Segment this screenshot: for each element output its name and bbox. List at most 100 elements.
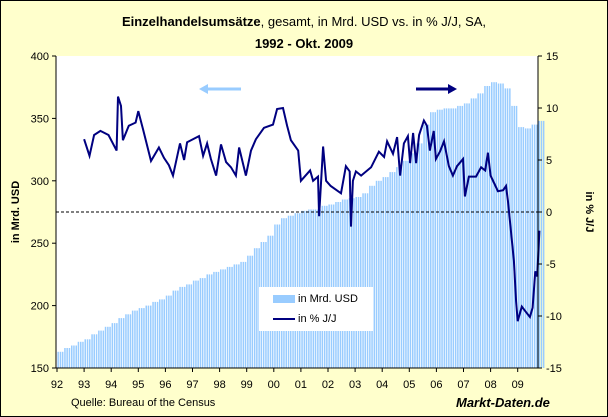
bar [337,202,339,368]
bar [418,143,421,368]
bar [201,278,204,368]
bar [240,261,242,368]
bar [540,120,543,369]
right-tick-label: -5 [546,259,556,271]
x-tick-label: 98 [213,379,225,391]
bar [89,339,91,368]
x-tick-label: 93 [78,379,90,391]
right-axis-title: in % J/J [583,192,595,233]
bar [134,310,136,368]
bar [542,120,545,369]
bar [328,204,330,368]
bar [104,326,107,368]
x-tick-label: 09 [512,379,524,391]
bar [436,109,439,368]
bar [360,197,362,368]
bar [120,318,123,368]
right-tick-label: 0 [546,207,552,219]
x-tick-label: 99 [241,379,253,391]
right-tick-label: -10 [546,311,562,323]
bar [98,330,100,368]
bar [226,266,229,368]
bar [249,255,251,368]
bar [64,348,66,368]
bar [186,284,188,368]
bar [217,271,220,368]
bar [450,108,452,369]
bar [116,323,118,368]
bar [427,124,430,368]
bar [500,83,502,368]
bar [82,341,84,368]
bar [484,86,486,368]
bar [387,177,389,368]
bar [351,198,353,368]
bar [136,310,138,368]
bar [93,334,95,368]
title-bold: Einzelhandelsumsätze [121,14,261,29]
x-tick-label: 03 [349,379,361,391]
bar [73,345,75,368]
bar [470,98,473,369]
bar [416,143,418,368]
bar [244,261,247,368]
bar [75,345,77,368]
right-tick-label: 5 [546,155,552,167]
bar [366,193,369,368]
bar [253,248,256,368]
x-tick-label: 06 [430,379,442,391]
bar [457,105,459,369]
left-tick-label: 350 [31,113,49,125]
brand-logo: Markt-Daten.de [456,395,550,410]
title-rest: , gesamt, in Mrd. USD vs. in % J/J, SA, [260,14,487,29]
bar [491,82,493,368]
bar [353,198,355,368]
legend: in Mrd. USD in % J/J [259,287,373,331]
bar [434,112,436,368]
bar [141,308,143,368]
bar [150,305,152,368]
bar [382,177,385,368]
bar [486,86,488,368]
x-tick-label: 97 [186,379,198,391]
bar [475,98,477,369]
bar [409,153,412,368]
bar [463,103,466,369]
x-tick-label: 05 [403,379,415,391]
bar [495,82,497,368]
bar [355,197,357,368]
bar [357,197,360,368]
bar [364,193,366,368]
title-line2: 1992 - Okt. 2009 [254,36,354,51]
bar [231,266,233,368]
bar [430,112,432,368]
bar [100,330,102,368]
bar [66,348,68,368]
x-tick-label: 96 [159,379,171,391]
bar [215,271,217,368]
bar [238,264,240,368]
legend-label-bars: in Mrd. USD [298,293,358,305]
bar [472,98,475,369]
bar [170,295,172,368]
bar [59,351,62,368]
bar [441,109,443,368]
bar [348,198,351,368]
bar [213,271,215,368]
bar [513,105,516,369]
x-tick-label: 08 [484,379,496,391]
right-tick-label: -15 [546,363,562,375]
bar [527,128,529,368]
bar [518,127,520,368]
bar [425,124,427,368]
bar [95,334,98,368]
x-tick-label: 00 [268,379,280,391]
legend-swatch-bars [273,295,295,303]
left-tick-label: 400 [31,51,49,63]
bar [77,341,80,368]
bar [91,334,93,368]
bar [161,299,163,368]
bar [323,205,326,368]
source-note: Quelle: Bureau of the Census [71,397,216,409]
bar [522,127,525,368]
